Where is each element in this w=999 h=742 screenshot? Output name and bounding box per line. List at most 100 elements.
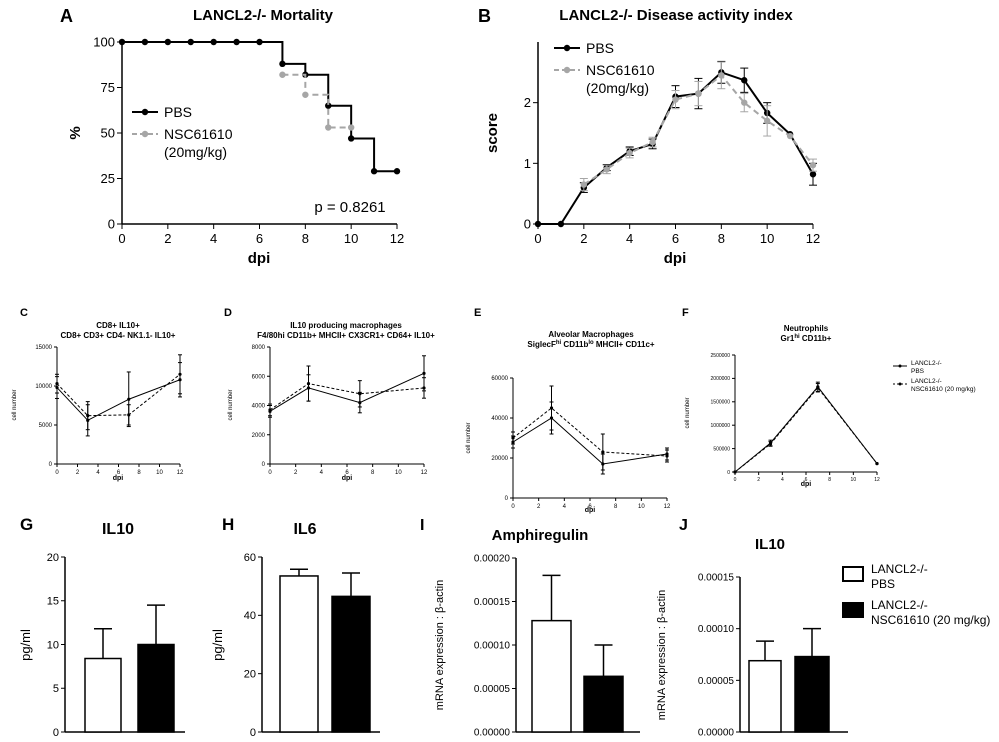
series-line-pbs bbox=[122, 41, 397, 173]
y-tick-label: 0 bbox=[250, 727, 256, 739]
bar-pbs bbox=[748, 659, 782, 733]
chart-title: Amphiregulin bbox=[492, 527, 589, 544]
data-point bbox=[580, 181, 588, 188]
data-point bbox=[233, 38, 240, 46]
data-point bbox=[325, 102, 332, 109]
x-tick-label: 4 bbox=[320, 470, 324, 476]
y-axis-label: pg/ml bbox=[210, 629, 225, 661]
series-line-pbs bbox=[269, 372, 425, 412]
data-point bbox=[279, 71, 286, 78]
y-axis-label: cell number bbox=[685, 397, 691, 428]
bar-nsc bbox=[794, 655, 830, 733]
x-tick-label: 10 bbox=[851, 477, 857, 483]
chart-title: LANCL2-/- Mortality bbox=[193, 7, 334, 24]
x-tick-label: 0 bbox=[734, 477, 737, 483]
x-axis-label: dpi bbox=[342, 475, 353, 482]
legend-label: NSC61610 (20 mg/kg) bbox=[911, 386, 976, 393]
series-line-pbs bbox=[512, 417, 668, 465]
x-axis-label: dpi bbox=[585, 507, 596, 514]
y-tick-label: 10 bbox=[47, 639, 59, 651]
data-point bbox=[695, 90, 702, 97]
x-tick-label: 4 bbox=[96, 470, 100, 476]
x-tick-label: 12 bbox=[806, 231, 820, 246]
legend-label: LANCL2-/- bbox=[871, 598, 928, 612]
legend-marker-pbs bbox=[141, 108, 149, 116]
legend-label-nsc: NSC61610 bbox=[586, 62, 655, 78]
y-tick-label: 15000 bbox=[35, 345, 52, 351]
data-point bbox=[306, 381, 311, 386]
y-tick-label: 0.00000 bbox=[698, 728, 735, 739]
data-point bbox=[256, 38, 263, 46]
y-tick-label: 0.00015 bbox=[698, 573, 735, 584]
bar-nsc bbox=[583, 675, 624, 733]
chart-title: LANCL2-/- Disease activity index bbox=[559, 7, 793, 24]
legend-label-nsc-dose: (20mg/kg) bbox=[164, 144, 227, 160]
y-tick-label: 0.00005 bbox=[474, 684, 511, 695]
y-tick-label: 20 bbox=[244, 669, 256, 681]
y-tick-label: 15 bbox=[47, 596, 59, 608]
y-tick-label: 0.00005 bbox=[698, 676, 735, 687]
data-point bbox=[302, 91, 309, 98]
data-point bbox=[422, 386, 426, 390]
legend-marker-nsc bbox=[141, 130, 149, 138]
data-point bbox=[127, 413, 131, 417]
series-line-nsc bbox=[56, 373, 181, 417]
y-tick-label: 0.00010 bbox=[474, 641, 511, 652]
x-tick-label: 0 bbox=[55, 470, 59, 476]
data-point bbox=[55, 382, 59, 386]
y-tick-label: 100 bbox=[93, 35, 115, 50]
x-tick-label: 4 bbox=[563, 504, 567, 510]
x-axis-label: dpi bbox=[113, 475, 124, 482]
y-tick-label: 8000 bbox=[252, 345, 266, 351]
x-tick-label: 8 bbox=[137, 470, 141, 476]
y-axis-label: cell number bbox=[466, 422, 472, 453]
data-point bbox=[187, 38, 194, 46]
data-point bbox=[370, 168, 378, 175]
y-tick-label: 2 bbox=[524, 95, 531, 110]
x-tick-label: 12 bbox=[390, 231, 404, 246]
data-point bbox=[549, 406, 554, 410]
data-point bbox=[875, 461, 879, 466]
panel-letter: J bbox=[679, 517, 688, 534]
x-tick-label: 10 bbox=[395, 470, 402, 476]
legend-marker-nsc bbox=[898, 382, 902, 386]
x-axis-label: dpi bbox=[664, 250, 687, 267]
y-axis-label: mRNA expression : β-actin bbox=[656, 590, 668, 720]
data-point bbox=[768, 442, 773, 446]
y-tick-label: 6000 bbox=[252, 374, 266, 380]
data-point bbox=[809, 161, 817, 169]
panel-letter: H bbox=[222, 515, 234, 534]
legend-label: PBS bbox=[871, 577, 895, 591]
y-tick-label: 5 bbox=[53, 683, 59, 695]
y-tick-label: 75 bbox=[101, 80, 115, 95]
y-tick-label: 1 bbox=[524, 156, 531, 171]
legend-swatch-nsc bbox=[842, 602, 864, 618]
data-point bbox=[210, 38, 217, 46]
y-tick-label: 0 bbox=[262, 462, 266, 468]
x-axis-label: dpi bbox=[801, 481, 812, 488]
x-tick-label: 8 bbox=[371, 470, 375, 476]
data-point bbox=[347, 124, 355, 131]
chart-title-line: Alveolar Macrophages bbox=[548, 330, 634, 339]
y-tick-label: 2500000 bbox=[711, 353, 731, 359]
y-axis-label: score bbox=[484, 113, 501, 153]
y-tick-label: 0 bbox=[727, 470, 730, 476]
panel-letter: E bbox=[474, 307, 481, 319]
x-tick-label: 2 bbox=[580, 231, 587, 246]
x-tick-label: 0 bbox=[534, 231, 541, 246]
legend-label-pbs: PBS bbox=[586, 40, 614, 56]
bar-pbs bbox=[279, 575, 319, 733]
x-tick-label: 0 bbox=[511, 504, 515, 510]
chart-title-line: F4/80hi CD11b+ MHCII+ CX3CR1+ CD64+ IL10… bbox=[257, 331, 435, 340]
bar-pbs bbox=[84, 657, 122, 733]
x-tick-label: 8 bbox=[614, 504, 618, 510]
data-point bbox=[358, 392, 362, 396]
y-tick-label: 20 bbox=[47, 552, 59, 564]
legend-swatch-pbs bbox=[842, 566, 864, 582]
y-axis-label: cell number bbox=[12, 389, 18, 420]
p-value-annotation: p = 0.8261 bbox=[314, 199, 385, 216]
bar-nsc bbox=[331, 595, 371, 733]
data-point bbox=[86, 414, 90, 418]
chart-title-line: CD8+ CD3+ CD4- NK1.1- IL10+ bbox=[61, 331, 176, 340]
x-tick-label: 6 bbox=[117, 470, 121, 476]
